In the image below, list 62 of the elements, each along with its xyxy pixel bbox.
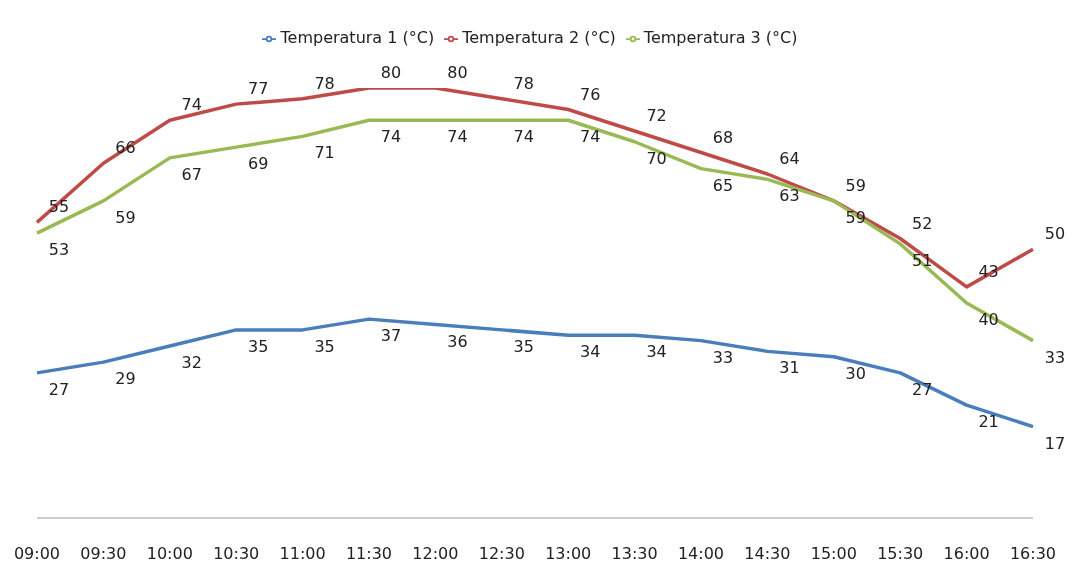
data-label: 74 xyxy=(380,127,402,147)
data-label: 35 xyxy=(513,336,534,356)
data-label: 76 xyxy=(580,84,601,104)
x-tick-label: 11:30 xyxy=(345,544,393,564)
data-label: 65 xyxy=(712,175,734,195)
data-label: 71 xyxy=(314,143,335,163)
data-label: 80 xyxy=(447,63,468,82)
data-label: 74 xyxy=(513,127,534,147)
data-label: 35 xyxy=(248,336,269,356)
x-tick-label: 13:00 xyxy=(545,544,592,564)
data-label: 34 xyxy=(580,342,601,362)
data-label: 32 xyxy=(181,353,202,372)
data-label: 17 xyxy=(1044,433,1066,453)
data-label: 27 xyxy=(912,379,933,399)
legend-label: Temperatura 3 (°C) xyxy=(643,28,798,47)
x-tick-label: 09:00 xyxy=(13,544,61,564)
x-tick-label: 15:00 xyxy=(810,544,857,564)
data-label: 33 xyxy=(712,347,734,367)
data-label: 40 xyxy=(978,310,999,329)
data-label: 77 xyxy=(248,79,269,99)
data-label: 30 xyxy=(845,363,866,383)
data-label: 29 xyxy=(115,369,136,389)
data-label: 27 xyxy=(48,379,70,399)
data-label: 74 xyxy=(580,127,601,147)
x-tick-label: 15:30 xyxy=(877,544,924,564)
x-tick-label: 16:30 xyxy=(1009,544,1057,564)
legend-label: Temperatura 2 (°C) xyxy=(462,28,616,47)
data-label: 59 xyxy=(845,175,866,195)
x-tick-label: 13:30 xyxy=(611,544,658,564)
data-label: 64 xyxy=(779,149,800,168)
data-label: 74 xyxy=(181,95,202,115)
data-label: 78 xyxy=(513,73,534,93)
x-tick-label: 12:00 xyxy=(412,544,459,564)
data-label: 78 xyxy=(314,73,335,93)
data-label: 74 xyxy=(447,127,468,147)
x-tick-label: 10:30 xyxy=(213,544,260,564)
data-label: 37 xyxy=(380,326,402,346)
data-label: 36 xyxy=(447,331,468,351)
data-label: 31 xyxy=(779,358,800,378)
x-tick-label: 16:00 xyxy=(943,544,990,564)
data-label: 72 xyxy=(646,106,667,125)
x-tick-label: 11:00 xyxy=(279,544,326,564)
data-label: 67 xyxy=(181,164,202,184)
x-tick-label: 09:30 xyxy=(80,544,127,564)
x-tick-label: 14:00 xyxy=(677,544,725,564)
x-tick-label: 10:00 xyxy=(146,544,193,564)
x-tick-label: 14:30 xyxy=(744,544,791,564)
data-label: 68 xyxy=(712,127,734,147)
x-tick-label: 12:30 xyxy=(478,544,525,564)
data-label: 80 xyxy=(380,63,402,82)
data-label: 69 xyxy=(248,154,269,174)
data-label: 33 xyxy=(1044,347,1066,367)
data-label: 70 xyxy=(646,148,667,168)
data-label: 63 xyxy=(779,186,800,206)
data-label: 59 xyxy=(115,207,136,227)
data-label: 52 xyxy=(912,213,933,233)
data-label: 34 xyxy=(646,342,667,362)
data-label: 35 xyxy=(314,336,335,356)
data-label: 53 xyxy=(48,240,70,260)
data-label: 21 xyxy=(978,412,999,432)
legend-label: Temperatura 1 (°C) xyxy=(280,28,435,47)
data-label: 50 xyxy=(1044,224,1066,244)
